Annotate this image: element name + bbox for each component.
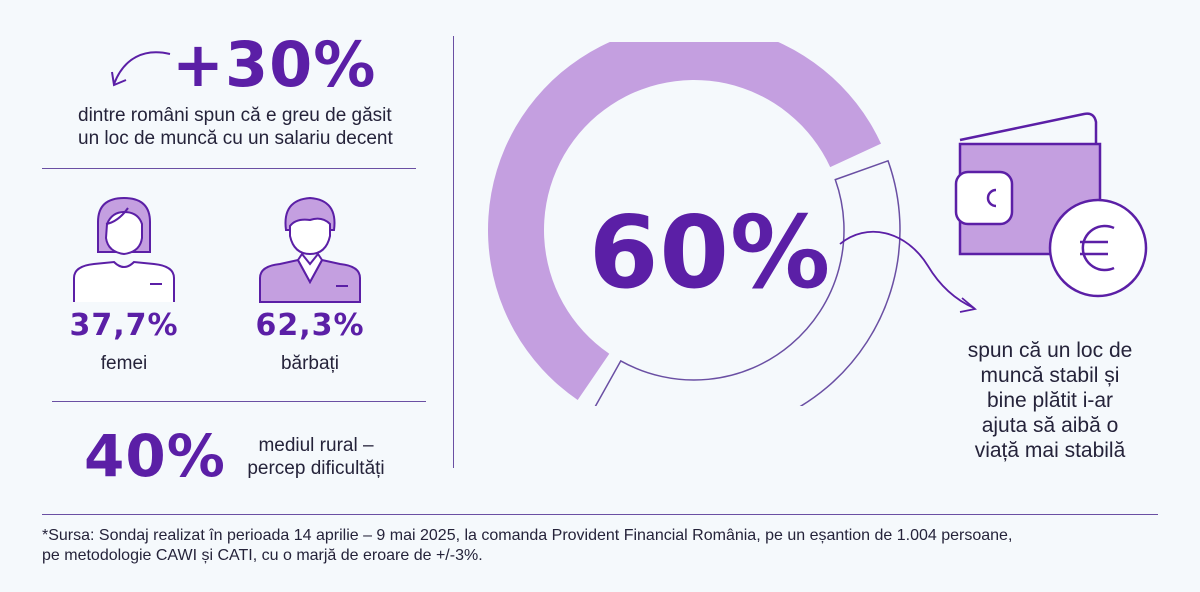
women-label: femei <box>100 353 148 374</box>
women-stat: 37,7% <box>69 308 179 343</box>
divider-footer <box>42 514 1158 515</box>
wallet-euro-icon <box>954 112 1148 298</box>
donut-remaining-segment <box>594 159 901 406</box>
men-stat: 62,3% <box>255 308 365 343</box>
footnote-line1: *Sursa: Sondaj realizat în perioada 14 a… <box>42 527 1013 544</box>
swoosh-arrow-icon <box>839 230 978 313</box>
divider-vertical <box>453 36 454 468</box>
woman-icon <box>73 196 175 302</box>
main-caption-line1: spun că un loc de <box>967 339 1133 362</box>
curved-arrow-icon <box>111 51 171 87</box>
men-label: bărbați <box>280 353 340 374</box>
headline-stat: +30% <box>172 28 377 101</box>
main-stat: 60% <box>588 194 832 311</box>
main-caption-line5: viață mai stabilă <box>974 439 1126 462</box>
headline-caption-line2: un loc de muncă cu un salariu decent <box>78 128 393 149</box>
rural-stat: 40% <box>84 422 226 490</box>
rural-caption-line2: percep dificultăți <box>247 458 385 479</box>
headline-caption-line1: dintre români spun că e greu de găsit <box>78 105 392 126</box>
footnote-line2: pe metodologie CAWI și CATI, cu o marjă … <box>42 547 483 564</box>
donut-chart <box>488 42 901 406</box>
main-caption-line3: bine plătit i-ar <box>986 389 1114 412</box>
rural-caption-line1: mediul rural – <box>258 435 374 456</box>
divider-middle <box>52 401 426 402</box>
main-caption-line2: muncă stabil și <box>980 364 1120 387</box>
man-icon <box>259 196 361 303</box>
main-stat-caption: spun că un loc de muncă stabil și bine p… <box>930 338 1170 463</box>
main-caption-line4: ajuta să aibă o <box>981 414 1119 437</box>
divider-top <box>42 168 416 169</box>
